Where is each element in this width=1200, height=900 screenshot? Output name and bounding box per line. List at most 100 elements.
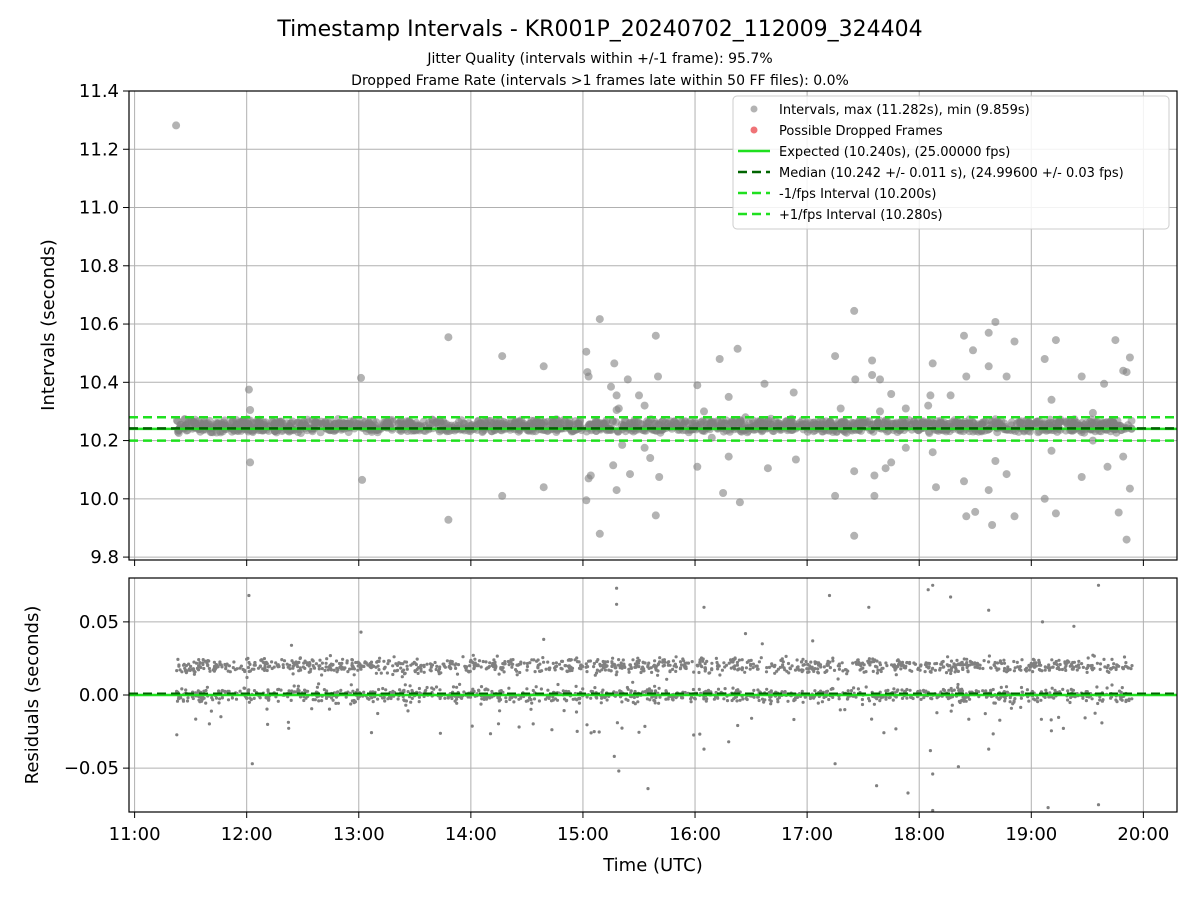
interval-outlier-point — [984, 486, 993, 495]
residual-point — [965, 657, 969, 661]
interval-point — [1067, 417, 1076, 426]
residual-point — [518, 670, 522, 675]
residual-point — [260, 659, 264, 663]
interval-outlier-point — [831, 491, 840, 500]
residual-point — [1124, 698, 1128, 702]
residual-point — [735, 699, 739, 703]
x-tick-label: 12:00 — [221, 824, 273, 845]
residual-point — [204, 701, 208, 705]
interval-point — [293, 418, 302, 427]
residual-point — [329, 666, 333, 671]
interval-outlier-point — [1088, 408, 1097, 417]
residual-point — [577, 701, 582, 705]
residual-point — [1091, 653, 1095, 657]
residual-point — [524, 699, 528, 703]
residual-outlier-point — [1040, 620, 1045, 624]
residual-point — [417, 686, 421, 691]
residual-point — [492, 658, 496, 662]
residual-point — [455, 672, 460, 676]
residual-point — [382, 696, 386, 700]
residual-point — [984, 689, 988, 693]
interval-outlier-point — [614, 404, 623, 413]
residual-point — [403, 660, 407, 664]
interval-outlier-point — [789, 388, 798, 397]
interval-point — [763, 417, 772, 426]
residual-point — [682, 659, 686, 663]
residual-point — [223, 690, 227, 694]
interval-outlier-point — [760, 379, 769, 388]
residual-point — [207, 666, 211, 671]
residual-point — [722, 661, 726, 665]
interval-outlier-point — [924, 401, 933, 410]
residual-point — [276, 663, 280, 667]
residual-point — [214, 663, 219, 667]
residual-point — [504, 699, 508, 704]
interval-point — [194, 417, 203, 426]
residual-outlier-point — [250, 762, 254, 766]
residual-point — [663, 660, 667, 664]
residual-point — [1071, 688, 1075, 692]
residual-point — [471, 653, 475, 657]
interval-outlier-point — [735, 498, 744, 507]
residual-point — [194, 661, 199, 665]
interval-outlier-point — [610, 359, 619, 368]
intervals-y-tick-label: 11.0 — [79, 198, 119, 219]
residual-point — [878, 699, 882, 703]
residual-point — [658, 695, 662, 699]
residual-point — [956, 682, 960, 687]
residual-point — [287, 726, 291, 730]
interval-point — [875, 420, 884, 429]
residual-point — [384, 688, 388, 692]
residual-point — [780, 690, 784, 694]
residual-point — [852, 686, 856, 690]
interval-outlier-point — [1040, 355, 1049, 363]
residual-point — [1020, 658, 1024, 662]
residual-point — [356, 668, 360, 672]
residual-point — [191, 667, 195, 671]
residual-point — [354, 660, 358, 665]
residual-point — [1060, 667, 1064, 672]
residual-point — [1111, 665, 1115, 669]
residual-point — [416, 671, 420, 676]
residual-point — [575, 660, 580, 664]
interval-point — [321, 417, 330, 426]
residual-point — [262, 657, 266, 661]
residual-point — [525, 687, 529, 691]
residual-point — [987, 654, 992, 658]
residual-point — [1050, 658, 1054, 662]
residual-point — [1108, 667, 1113, 671]
residual-point — [1008, 696, 1012, 700]
residual-point — [589, 696, 593, 700]
x-tick-label: 14:00 — [445, 824, 497, 845]
interval-outlier-point — [733, 344, 742, 353]
residual-point — [1009, 706, 1014, 710]
interval-outlier-point — [991, 457, 1000, 465]
residual-point — [1008, 668, 1012, 672]
residual-point — [468, 695, 473, 699]
residual-point — [198, 661, 202, 665]
residual-point — [451, 685, 456, 689]
residual-point — [591, 690, 595, 694]
residual-point — [1081, 696, 1085, 700]
residual-point — [643, 724, 647, 729]
residual-point — [1051, 665, 1055, 669]
residual-point — [769, 689, 773, 693]
residual-point — [376, 711, 380, 716]
residual-point — [838, 708, 842, 712]
residual-point — [792, 717, 796, 722]
residual-point — [585, 723, 589, 727]
interval-point — [316, 428, 325, 437]
residual-point — [929, 696, 933, 700]
residual-point — [964, 699, 968, 703]
residual-point — [620, 726, 624, 730]
residual-outlier-point — [906, 791, 910, 795]
residual-point — [557, 662, 562, 666]
interval-outlier-point — [887, 458, 896, 467]
residual-point — [379, 671, 383, 675]
residual-point — [837, 697, 841, 701]
residual-point — [517, 725, 521, 729]
interval-point — [397, 419, 406, 428]
residual-point — [419, 667, 423, 671]
residual-point — [487, 665, 491, 669]
residual-point — [950, 689, 954, 693]
